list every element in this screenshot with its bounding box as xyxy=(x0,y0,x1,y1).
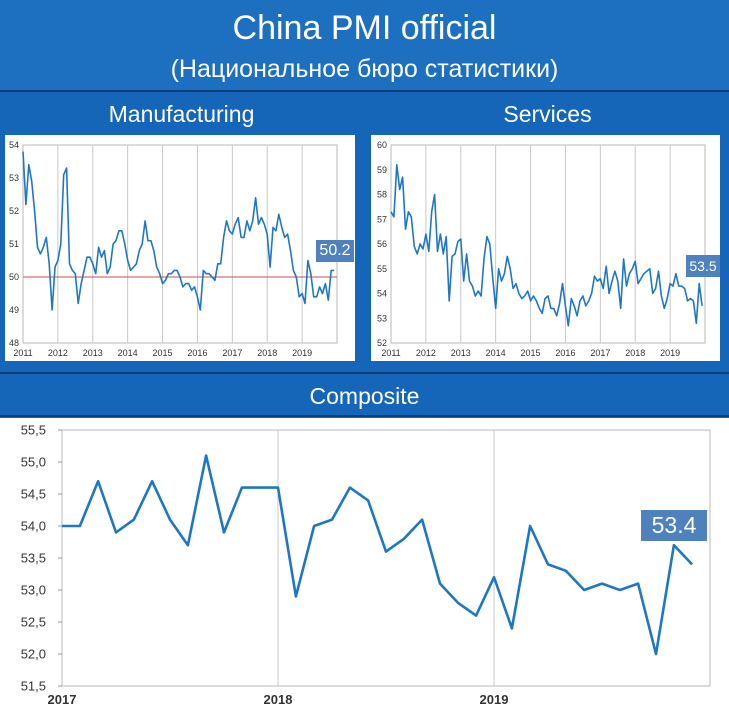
plot-frame xyxy=(390,144,706,344)
plot-frame xyxy=(61,429,711,687)
y-tick-label: 59 xyxy=(377,165,387,175)
y-tick-label: 51,5 xyxy=(21,679,46,694)
x-tick-label: 2019 xyxy=(480,692,509,707)
y-tick-label: 54,5 xyxy=(21,487,46,502)
divider xyxy=(0,415,729,417)
y-tick-label: 57 xyxy=(377,214,387,224)
y-tick-label: 52 xyxy=(9,206,19,216)
y-tick-label: 54 xyxy=(9,140,19,150)
title-band: China PMI official (Национальное бюро ст… xyxy=(0,0,729,90)
x-tick-label: 2012 xyxy=(48,348,68,358)
y-tick-label: 55,5 xyxy=(21,423,46,438)
y-tick-label: 52,0 xyxy=(21,647,46,662)
composite-label: Composite xyxy=(309,383,420,409)
y-tick-label: 54 xyxy=(377,289,387,299)
x-tick-label: 2012 xyxy=(416,348,436,358)
y-tick-label: 52,5 xyxy=(21,615,46,630)
composite-latest-value: 53.4 xyxy=(641,510,707,541)
divider xyxy=(0,90,729,92)
x-tick-label: 2014 xyxy=(486,348,506,358)
y-tick-label: 60 xyxy=(377,140,387,150)
y-tick-label: 58 xyxy=(377,190,387,200)
x-tick-label: 2019 xyxy=(660,348,680,358)
composite-chart: 2017 2018 2019 51,5 52,0 52,5 53,0 53,5 54,0 54,5… xyxy=(21,423,711,707)
x-tick-label: 2013 xyxy=(451,348,471,358)
services-latest-value: 53.5 xyxy=(686,255,720,277)
page-subtitle: (Национальное бюро статистики) xyxy=(170,55,559,83)
y-tick-label: 53,5 xyxy=(21,551,46,566)
x-tick-label: 2017 xyxy=(590,348,610,358)
x-tick-label: 2015 xyxy=(153,348,173,358)
x-tick-label: 2011 xyxy=(381,348,400,358)
composite-chart-panel: 2017 2018 2019 51,5 52,0 52,5 53,0 53,5 54,0 54,5… xyxy=(0,418,729,714)
x-tick-label: 2017 xyxy=(222,348,242,358)
manufacturing-chart: 2011 2012 2013 2014 2015 2016 2017 2018 2019 48 49… xyxy=(9,140,338,358)
x-tick-label: 2015 xyxy=(521,348,541,358)
y-tick-label: 54,0 xyxy=(21,519,46,534)
y-tick-label: 53 xyxy=(377,313,387,323)
manufacturing-chart-panel: 2011 2012 2013 2014 2015 2016 2017 2018 2019 48 49… xyxy=(5,135,355,361)
x-tick-label: 2016 xyxy=(187,348,207,358)
services-chart-panel: 2011 2012 2013 2014 2015 2016 2017 2018 2019 52 53… xyxy=(371,135,720,361)
x-tick-label: 2011 xyxy=(13,348,32,358)
x-tick-label: 2019 xyxy=(292,348,312,358)
y-tick-label: 55,0 xyxy=(21,455,46,470)
y-tick-label: 52 xyxy=(377,338,387,348)
y-tick-label: 50 xyxy=(9,272,19,282)
services-label: Services xyxy=(503,101,592,127)
services-series-line xyxy=(390,163,703,327)
x-tick-label: 2016 xyxy=(555,348,575,358)
y-tick-label: 53,0 xyxy=(21,583,46,598)
services-chart: 2011 2012 2013 2014 2015 2016 2017 2018 2019 52 53… xyxy=(377,140,706,358)
manufacturing-latest-value: 50.2 xyxy=(316,240,354,262)
manufacturing-label: Manufacturing xyxy=(108,101,255,127)
x-tick-label: 2013 xyxy=(83,348,103,358)
x-tick-label: 2017 xyxy=(48,692,77,707)
y-tick-label: 55 xyxy=(377,264,387,274)
x-tick-label: 2018 xyxy=(257,348,277,358)
x-tick-label: 2014 xyxy=(118,348,138,358)
x-tick-label: 2018 xyxy=(625,348,645,358)
x-tick-label: 2018 xyxy=(264,692,293,707)
y-tick-label: 53 xyxy=(9,173,19,183)
y-tick-label: 51 xyxy=(9,239,19,249)
page-title: China PMI official xyxy=(232,9,497,47)
y-tick-label: 48 xyxy=(9,338,19,348)
manufacturing-series-line xyxy=(22,151,335,311)
divider xyxy=(0,372,729,374)
y-tick-label: 49 xyxy=(9,305,19,315)
composite-series-line xyxy=(62,454,694,656)
y-tick-label: 56 xyxy=(377,239,387,249)
